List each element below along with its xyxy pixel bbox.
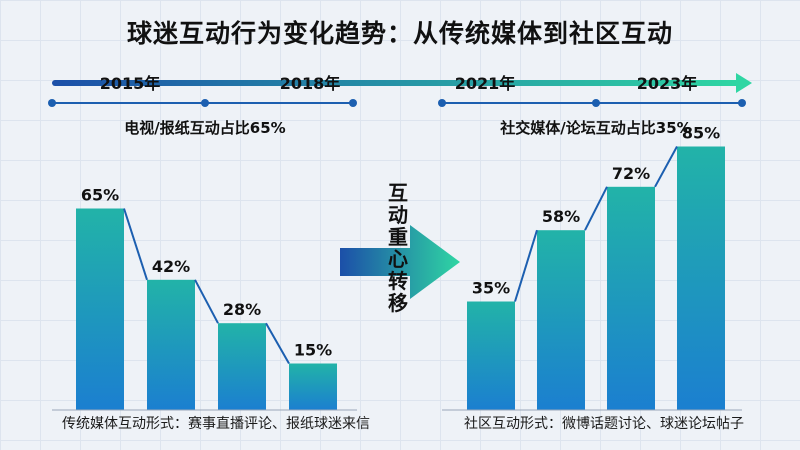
period-dot <box>349 99 357 107</box>
bar-value-label: 42% <box>152 257 190 276</box>
left-bar-group: 65% 42% 28% 15% <box>76 186 337 410</box>
arrow-char: 动 <box>388 203 408 227</box>
bar-value-label: 28% <box>223 300 261 319</box>
trend-connector <box>514 229 538 302</box>
bar-value-label: 35% <box>472 279 510 298</box>
left-panel-title: 电视/报纸互动占比65% <box>124 119 285 137</box>
bar <box>147 279 195 410</box>
period-dot <box>48 99 56 107</box>
period-dot <box>592 99 600 107</box>
shift-arrow-shape <box>340 225 460 299</box>
arrow-char: 重 <box>388 225 408 249</box>
right-panel-title: 社交媒体/论坛互动占比35% <box>499 119 691 137</box>
trend-connector <box>194 279 219 324</box>
period-dot <box>201 99 209 107</box>
bar <box>467 301 515 410</box>
left-caption: 传统媒体互动形式：赛事直播评论、报纸球迷来信 <box>62 415 370 432</box>
timeline-arrowhead <box>736 73 752 93</box>
trend-connector <box>654 146 678 188</box>
timeline-bar <box>52 80 740 86</box>
timeline: 2015年 2018年 2021年 2023年 <box>48 73 752 107</box>
right-bar-group: 35% 58% 72% 85% <box>467 124 725 410</box>
trend-connector <box>265 322 290 364</box>
timeline-year-2023: 2023年 <box>637 74 698 93</box>
trend-connector <box>123 208 148 281</box>
right-caption: 社区互动形式：微博话题讨论、球迷论坛帖子 <box>464 415 744 432</box>
period-dot <box>738 99 746 107</box>
arrow-char: 移 <box>388 291 408 315</box>
bar-value-label: 72% <box>612 164 650 183</box>
arrow-char: 互 <box>388 181 408 205</box>
bar-value-label: 15% <box>294 341 332 360</box>
bar <box>607 186 655 410</box>
timeline-year-2015: 2015年 <box>100 74 161 93</box>
trend-connector <box>584 186 608 231</box>
bar-value-label: 58% <box>542 207 580 226</box>
bar <box>677 146 725 410</box>
bar <box>537 230 585 410</box>
bar-value-label: 65% <box>81 186 119 205</box>
bar-value-label: 85% <box>682 124 720 143</box>
chart-title: 球迷互动行为变化趋势：从传统媒体到社区互动 <box>126 19 673 48</box>
period-dot <box>438 99 446 107</box>
arrow-char: 转 <box>388 269 408 293</box>
bar <box>218 323 266 410</box>
timeline-year-2021: 2021年 <box>455 74 516 93</box>
arrow-char: 心 <box>388 247 408 271</box>
bar <box>289 363 337 410</box>
bar <box>76 208 124 410</box>
timeline-year-2018: 2018年 <box>280 74 341 93</box>
